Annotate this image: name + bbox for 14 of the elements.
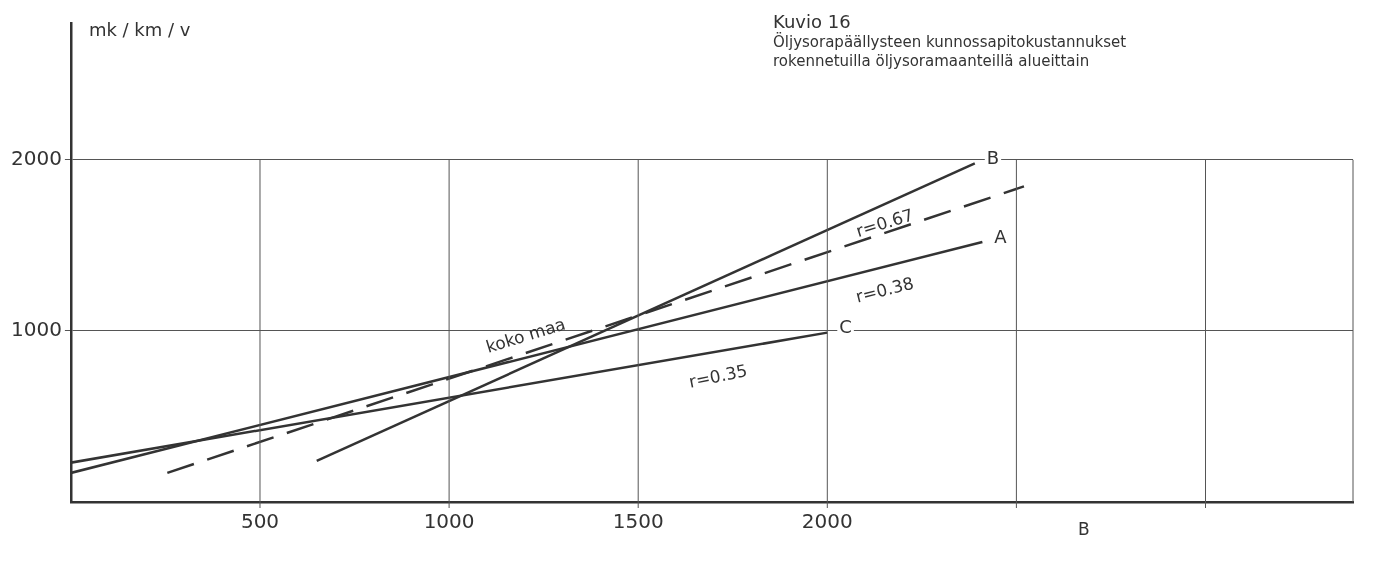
text: B <box>1077 519 1090 540</box>
text: Öljysorapäällysteen kunnossapitokustannukset rokennetuilla öljysoramaanteillä alueittain <box>773 32 1127 71</box>
annotation: koko maa <box>483 313 568 357</box>
chart-title: Kuvio 16 <box>773 10 851 32</box>
series-label: B <box>986 146 1000 168</box>
x-tick-label: 1500 <box>612 509 664 534</box>
annotation: r=0.35 <box>687 360 749 392</box>
x-tick-label: 500 <box>240 509 280 534</box>
x-tick-label: 2000 <box>801 509 853 534</box>
x-tick-label: 1000 <box>423 509 475 534</box>
series-label: C <box>839 316 852 338</box>
y-axis-title: mk / km / v <box>88 18 191 40</box>
annotation: r=0.38 <box>853 272 916 307</box>
series-label: A <box>994 225 1008 247</box>
